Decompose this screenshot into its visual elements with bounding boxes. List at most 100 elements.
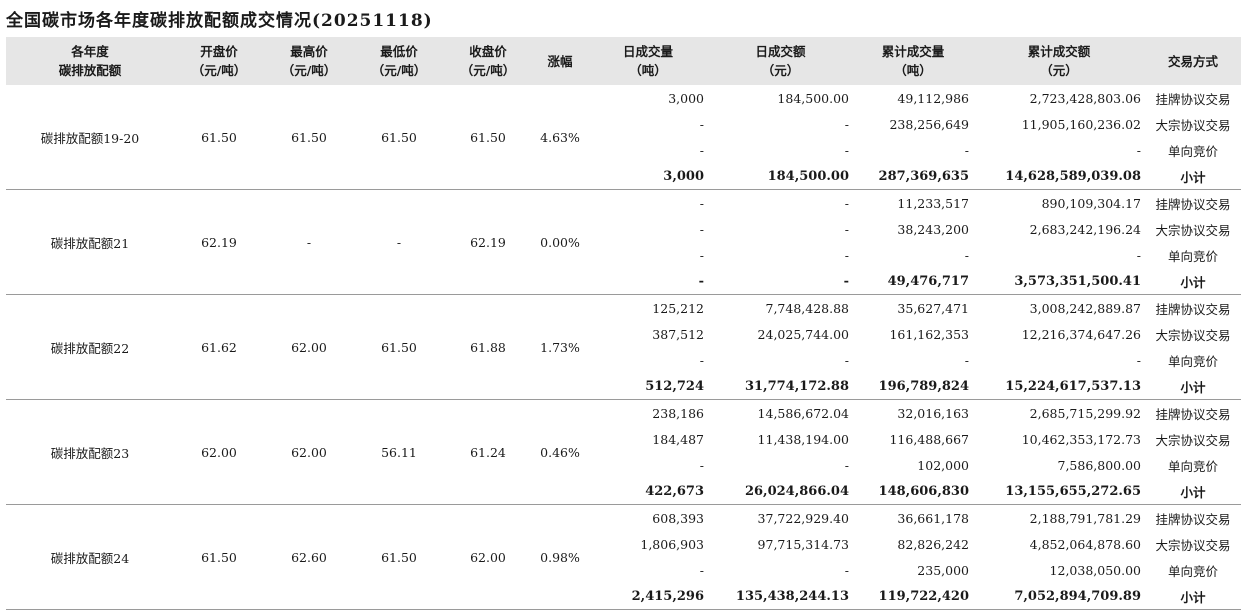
daily-volume: - bbox=[699, 352, 704, 368]
table-row: 184,487 11,438,194.00 116,488,667 10,462,35… bbox=[6, 426, 1241, 452]
daily-amount: 184,500.00 bbox=[777, 90, 849, 106]
daily-amount: 135,438,244.13 bbox=[708, 583, 853, 610]
trade-mode: 挂牌协议交易 bbox=[1155, 406, 1231, 422]
daily-amount: 14,586,672.04 bbox=[757, 405, 849, 421]
cumulative-volume: 11,233,517 bbox=[897, 195, 969, 211]
cumulative-amount: 14,628,589,039.08 bbox=[973, 163, 1145, 190]
low-price: 61.50 bbox=[354, 85, 444, 190]
cumulative-volume: - bbox=[964, 352, 969, 368]
daily-amount: 11,438,194.00 bbox=[757, 431, 849, 447]
close-price: 62.00 bbox=[444, 504, 532, 610]
change-pct: 4.63% bbox=[532, 85, 588, 190]
daily-volume: 387,512 bbox=[652, 326, 704, 342]
daily-amount: - bbox=[844, 457, 849, 473]
cumulative-volume: 35,627,471 bbox=[897, 300, 969, 316]
header-label: 最高价 bbox=[290, 44, 328, 59]
trade-mode: 大宗协议交易 bbox=[1155, 537, 1231, 553]
daily-volume: - bbox=[699, 221, 704, 237]
header-unit: 碳排放配额 bbox=[58, 63, 122, 78]
table-row: - - 102,000 7,586,800.00 单向竞价 bbox=[6, 452, 1241, 478]
cumulative-amount: 15,224,617,537.13 bbox=[973, 373, 1145, 400]
daily-amount: - bbox=[844, 195, 849, 211]
table-row: 1,806,903 97,715,314.73 82,826,242 4,852,06… bbox=[6, 531, 1241, 557]
trade-mode: 单向竞价 bbox=[1167, 353, 1218, 369]
cumulative-volume: 119,722,420 bbox=[853, 583, 973, 610]
high-price: - bbox=[264, 189, 354, 295]
trade-mode: 小计 bbox=[1145, 478, 1241, 505]
daily-volume: 125,212 bbox=[652, 300, 704, 316]
allowance-name: 碳排放配额24 bbox=[6, 504, 174, 610]
daily-volume: 422,673 bbox=[588, 478, 708, 505]
table-row: 387,512 24,025,744.00 161,162,353 12,216,37… bbox=[6, 321, 1241, 347]
cumulative-volume: 49,112,986 bbox=[897, 90, 969, 106]
table-row: - - 238,256,649 11,905,160,236.02 大宗协议交易 bbox=[6, 111, 1241, 137]
header-label: 最低价 bbox=[380, 44, 418, 59]
cumulative-amount: 12,038,050.00 bbox=[1049, 562, 1141, 578]
daily-amount: 31,774,172.88 bbox=[708, 373, 853, 400]
subtotal-row: - -49,476,717 3,573,351,500.41 小计 bbox=[6, 268, 1241, 295]
cumulative-volume: 82,826,242 bbox=[897, 536, 969, 552]
close-price: 61.88 bbox=[444, 294, 532, 400]
cumulative-amount: 2,683,242,196.24 bbox=[1029, 221, 1141, 237]
cumulative-volume: 161,162,353 bbox=[889, 326, 969, 342]
open-price: 62.19 bbox=[174, 189, 264, 295]
cumulative-amount: - bbox=[1136, 352, 1141, 368]
daily-volume: - bbox=[699, 116, 704, 132]
daily-volume: 512,724 bbox=[588, 373, 708, 400]
cumulative-amount: 3,008,242,889.87 bbox=[1029, 300, 1141, 316]
cumulative-volume: 148,606,830 bbox=[853, 478, 973, 505]
cumulative-volume: 102,000 bbox=[917, 457, 969, 473]
cumulative-amount: 12,216,374,647.26 bbox=[1021, 326, 1141, 342]
daily-volume: 3,000 bbox=[668, 90, 704, 106]
trade-mode: 单向竞价 bbox=[1167, 458, 1218, 474]
table-header-row: 各年度 碳排放配额 开盘价 （元/吨） 最高价 （元/吨） 最低价 （元/吨） 收盘价 （元/吨）… bbox=[6, 37, 1241, 85]
header-label: 开盘价 bbox=[200, 44, 238, 59]
table-row: 碳排放配额21 62.19- -62.19 0.00% - -11,233,517 890,… bbox=[6, 189, 1241, 295]
daily-volume: - bbox=[588, 268, 708, 295]
header-unit: （元/吨） bbox=[281, 63, 337, 78]
cumulative-amount: 13,155,655,272.65 bbox=[973, 478, 1145, 505]
daily-volume: 3,000 bbox=[588, 163, 708, 190]
daily-amount: - bbox=[844, 116, 849, 132]
trade-mode: 小计 bbox=[1145, 268, 1241, 295]
daily-volume: - bbox=[699, 142, 704, 158]
daily-amount: - bbox=[708, 268, 853, 295]
daily-volume: 608,393 bbox=[652, 510, 704, 526]
high-price: 62.60 bbox=[264, 504, 354, 610]
cumulative-volume: 235,000 bbox=[917, 562, 969, 578]
col-daily-amount-header: 日成交额 （元） bbox=[708, 37, 853, 85]
cumulative-amount: 4,852,064,878.60 bbox=[1029, 536, 1141, 552]
cumulative-volume: 38,243,200 bbox=[897, 221, 969, 237]
cumulative-volume: 116,488,667 bbox=[889, 431, 969, 447]
table-row: - - - - 单向竞价 bbox=[6, 137, 1241, 163]
trade-mode: 大宗协议交易 bbox=[1155, 432, 1231, 448]
col-trade-mode-header: 交易方式 bbox=[1145, 37, 1241, 85]
cumulative-volume: - bbox=[964, 247, 969, 263]
table-row: 碳排放配额19-20 61.50 61.50 61.50 61.50 4.63% 3,000… bbox=[6, 85, 1241, 190]
cumulative-amount: 11,905,160,236.02 bbox=[1021, 116, 1141, 132]
open-price: 61.50 bbox=[174, 504, 264, 610]
header-label: 收盘价 bbox=[469, 44, 507, 59]
close-price: 62.19 bbox=[444, 189, 532, 295]
cumulative-volume: 32,016,163 bbox=[897, 405, 969, 421]
cumulative-volume: 287,369,635 bbox=[853, 163, 973, 190]
col-change-header: 涨幅 bbox=[532, 37, 588, 85]
header-unit: （元/吨） bbox=[460, 63, 516, 78]
trade-mode: 单向竞价 bbox=[1167, 143, 1218, 159]
trade-mode: 大宗协议交易 bbox=[1155, 222, 1231, 238]
daily-volume: 2,415,296 bbox=[588, 583, 708, 610]
open-price: 62.00 bbox=[174, 399, 264, 505]
col-high-header: 最高价 （元/吨） bbox=[264, 37, 354, 85]
daily-amount: 184,500.00 bbox=[708, 163, 853, 190]
header-unit: （元） bbox=[1040, 63, 1078, 78]
allowance-name: 碳排放配额21 bbox=[6, 189, 174, 295]
allowance-name: 碳排放配额23 bbox=[6, 399, 174, 505]
daily-amount: - bbox=[844, 221, 849, 237]
daily-volume: - bbox=[699, 562, 704, 578]
page-title: 全国碳市场各年度碳排放配额成交情况(20251118) bbox=[6, 11, 433, 31]
trade-mode: 小计 bbox=[1145, 583, 1241, 610]
col-allowance-header: 各年度 碳排放配额 bbox=[6, 37, 174, 85]
trade-mode: 大宗协议交易 bbox=[1155, 327, 1231, 343]
subtotal-row: 512,724 31,774,172.88 196,789,824 15,224,61… bbox=[6, 373, 1241, 400]
cumulative-amount: 2,685,715,299.92 bbox=[1029, 405, 1141, 421]
